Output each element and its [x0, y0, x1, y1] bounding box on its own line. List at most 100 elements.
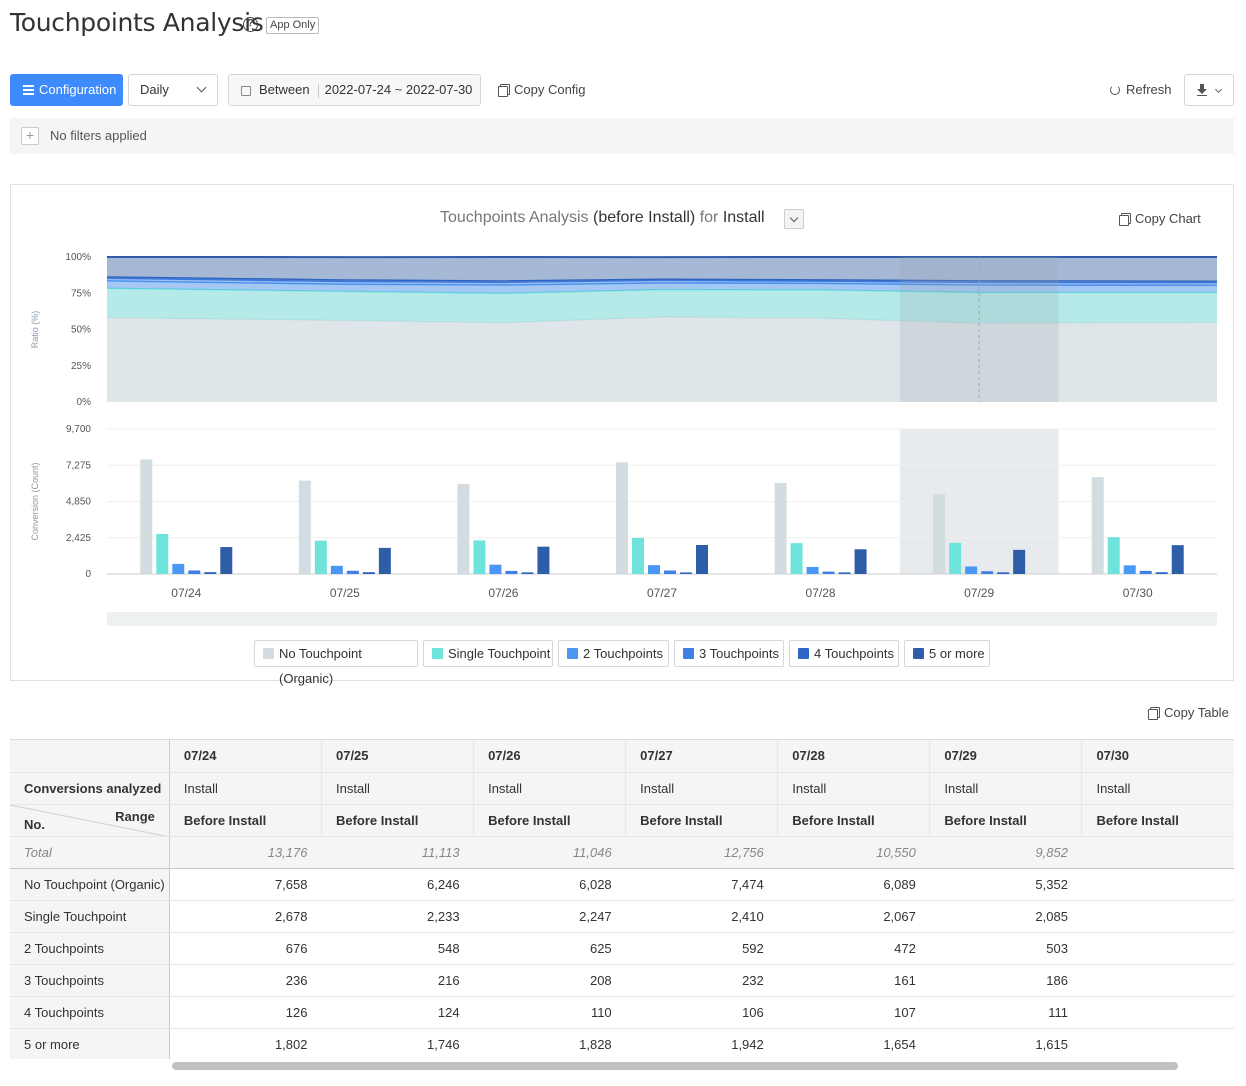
- question-circle-icon[interactable]: ?: [243, 17, 258, 32]
- copy-config-button[interactable]: Copy Config: [498, 82, 586, 97]
- download-button[interactable]: [1184, 74, 1234, 106]
- table-cell: Install: [168, 772, 322, 805]
- refresh-icon: [1110, 85, 1120, 95]
- legend-item[interactable]: No Touchpoint (Organic): [254, 640, 418, 686]
- bar: [933, 493, 946, 574]
- table-cell: 111: [929, 996, 1082, 1029]
- table-cell: [1081, 932, 1234, 965]
- table-cell: 2,678: [169, 900, 322, 933]
- table-cell: Before Install: [168, 804, 322, 837]
- copy-table-label: Copy Table: [1164, 705, 1229, 720]
- table-cell: 592: [625, 932, 778, 965]
- table-cell: 124: [321, 996, 474, 1029]
- chart-panel: [10, 184, 1234, 681]
- column-header-date[interactable]: 07/28: [777, 740, 930, 773]
- ratio-area-4: [107, 278, 1217, 286]
- table-cell: 625: [473, 932, 626, 965]
- table-cell: 232: [625, 964, 778, 997]
- configuration-label: Configuration: [39, 82, 117, 97]
- bar-ytick-label: 4,850: [66, 497, 91, 508]
- horizontal-scrollbar[interactable]: [172, 1062, 1178, 1070]
- bar: [680, 572, 692, 574]
- copy-table-button[interactable]: Copy Table: [1148, 705, 1229, 720]
- bar: [1091, 477, 1104, 574]
- add-filter-button[interactable]: +: [21, 127, 39, 145]
- download-icon: [1197, 84, 1207, 96]
- legend-swatch: [432, 648, 443, 659]
- bar: [188, 570, 201, 574]
- refresh-button[interactable]: Refresh: [1110, 82, 1172, 97]
- legend-label: Single Touchpoint: [448, 646, 551, 661]
- interval-select[interactable]: Daily: [128, 74, 218, 106]
- table-cell: 216: [321, 964, 474, 997]
- table-cell: 208: [473, 964, 626, 997]
- bar: [1171, 545, 1184, 574]
- legend-swatch: [913, 648, 924, 659]
- ratio-area-3: [107, 280, 1217, 294]
- bar: [489, 564, 502, 574]
- range-label: Range: [115, 808, 155, 824]
- interval-value: Daily: [140, 82, 169, 97]
- xtick-label: 07/29: [964, 586, 994, 600]
- chart-title-dropdown[interactable]: [784, 209, 804, 229]
- column-header-date[interactable]: 07/29: [929, 740, 1082, 773]
- ratio-ytick-label: 50%: [71, 325, 91, 336]
- table-cell: Before Install: [320, 804, 474, 837]
- bar-ytick-label: 0: [85, 569, 91, 580]
- table-cell: [1081, 964, 1234, 997]
- copy-icon: [1119, 213, 1131, 226]
- legend-label: 2 Touchpoints: [583, 646, 663, 661]
- xtick-label: 07/27: [647, 586, 677, 600]
- legend-item[interactable]: 2 Touchpoints: [558, 640, 669, 667]
- bar: [664, 570, 676, 574]
- table-row: No Touchpoint (Organic) 7,658 6,246 6,028 7,…: [10, 868, 1234, 901]
- app-only-badge: App Only: [266, 17, 320, 34]
- bar: [854, 549, 867, 574]
- bar: [521, 572, 534, 574]
- column-header-date[interactable]: 07/25: [320, 740, 474, 773]
- bar: [949, 542, 962, 574]
- table-corner-cell: [10, 740, 170, 773]
- configuration-button[interactable]: Configuration: [10, 74, 123, 106]
- xtick-label: 07/28: [806, 586, 836, 600]
- bar-ytick-label: 9,700: [66, 424, 91, 435]
- table-cell: 7,474: [625, 868, 778, 901]
- table-row: 3 Touchpoints 236 216 208 232 161 186: [10, 964, 1234, 997]
- column-header-date[interactable]: 07/24: [168, 740, 322, 773]
- column-header-date[interactable]: 07/30: [1081, 740, 1234, 773]
- table-cell: 110: [473, 996, 626, 1029]
- legend-item[interactable]: Single Touchpoint: [423, 640, 553, 667]
- total-cell: 11,113: [321, 836, 474, 869]
- bar: [838, 572, 851, 574]
- column-header-date[interactable]: 07/26: [473, 740, 626, 773]
- calendar-icon: [241, 86, 251, 96]
- table-cell: Install: [929, 772, 1082, 805]
- date-range-picker[interactable]: Between 2022-07-24 ~ 2022-07-30: [228, 74, 481, 106]
- legend-item[interactable]: 3 Touchpoints: [674, 640, 784, 667]
- ratio-area-6: [107, 257, 1217, 282]
- bar: [505, 570, 518, 574]
- row-header: 5 or more: [10, 1028, 170, 1059]
- charts-svg[interactable]: 0% 25% 50% 75% 100% Ratio (%) 0 2,425 4,850 7,275…: [0, 0, 1246, 640]
- copy-chart-button[interactable]: Copy Chart: [1119, 211, 1201, 226]
- row-header: 3 Touchpoints: [10, 964, 170, 997]
- total-cell: 11,046: [473, 836, 626, 869]
- ratio-ytick-label: 25%: [71, 361, 91, 372]
- xtick-label: 07/26: [488, 586, 518, 600]
- legend-item[interactable]: 4 Touchpoints: [789, 640, 899, 667]
- copy-icon: [1148, 707, 1160, 720]
- total-cell: 12,756: [625, 836, 778, 869]
- filter-bar: + No filters applied: [10, 118, 1234, 154]
- column-header-date[interactable]: 07/27: [625, 740, 778, 773]
- bar: [822, 571, 835, 574]
- row-header-range: Range No.: [10, 804, 170, 837]
- table-cell: 2,067: [777, 900, 930, 933]
- table-cell: 161: [777, 964, 930, 997]
- table-cell: 106: [625, 996, 778, 1029]
- table-cell: 1,942: [625, 1028, 778, 1059]
- xtick-label: 07/24: [171, 586, 201, 600]
- total-cell: [1081, 836, 1234, 869]
- table-cell: Before Install: [1081, 804, 1234, 837]
- table-cell: Install: [320, 772, 474, 805]
- legend-item[interactable]: 5 or more: [904, 640, 990, 667]
